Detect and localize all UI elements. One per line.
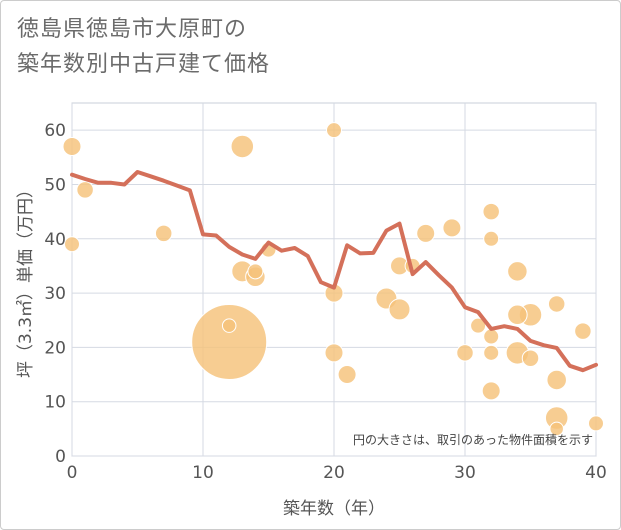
chart-title: 徳島県徳島市大原町の 築年数別中古戸建て価格 [17, 12, 270, 82]
data-point [337, 365, 357, 385]
data-point [247, 263, 264, 280]
grid-lines [71, 102, 597, 457]
data-point [456, 344, 474, 362]
x-tick-label: 40 [585, 463, 607, 483]
trend-line [70, 170, 598, 373]
axis-ticks: 0 10 20 30 40 0 10 20 30 40 50 60 [44, 121, 606, 483]
x-tick-label: 30 [454, 463, 476, 483]
data-point [521, 349, 540, 367]
trend-line-series [70, 170, 598, 373]
chart-title-line1: 徳島県徳島市大原町の [17, 17, 248, 42]
x-tick-label: 20 [323, 463, 345, 483]
data-point [574, 322, 592, 340]
data-point [221, 318, 237, 333]
y-axis-label: 坪（3.3㎡）単価（万円） [16, 181, 36, 378]
x-tick-label: 0 [67, 463, 78, 483]
data-point [481, 381, 501, 401]
data-point [546, 369, 567, 391]
data-point [588, 415, 604, 432]
x-axis-label: 築年数（年） [283, 499, 385, 519]
x-tick-label: 10 [192, 463, 214, 483]
data-point [482, 202, 500, 221]
chart-title-line2: 築年数別中古戸建て価格 [17, 52, 271, 77]
y-tick-label: 50 [44, 175, 66, 195]
data-point [324, 343, 344, 363]
data-point [549, 421, 564, 437]
data-point [76, 181, 94, 199]
y-tick-label: 10 [44, 393, 66, 413]
data-point [547, 295, 566, 313]
data-point [483, 344, 500, 361]
data-point [507, 261, 528, 282]
data-point [442, 218, 462, 238]
data-point [326, 122, 342, 139]
y-tick-label: 30 [44, 284, 66, 304]
data-point [230, 134, 255, 159]
data-point [483, 328, 500, 345]
data-point [62, 136, 82, 156]
bubble-size-note: 円の大きさは、取引のあった物件面積を示す [353, 432, 593, 447]
data-point [154, 224, 173, 243]
y-tick-label: 40 [44, 230, 66, 250]
data-point [470, 317, 487, 334]
y-tick-label: 20 [44, 338, 66, 358]
bubble-series [62, 122, 604, 437]
y-tick-label: 60 [44, 121, 66, 141]
y-tick-label: 0 [55, 447, 66, 467]
data-point [64, 236, 80, 253]
data-point [507, 304, 528, 326]
data-point [416, 223, 436, 243]
data-point [191, 303, 268, 380]
data-point [388, 298, 411, 321]
data-point [483, 230, 500, 247]
